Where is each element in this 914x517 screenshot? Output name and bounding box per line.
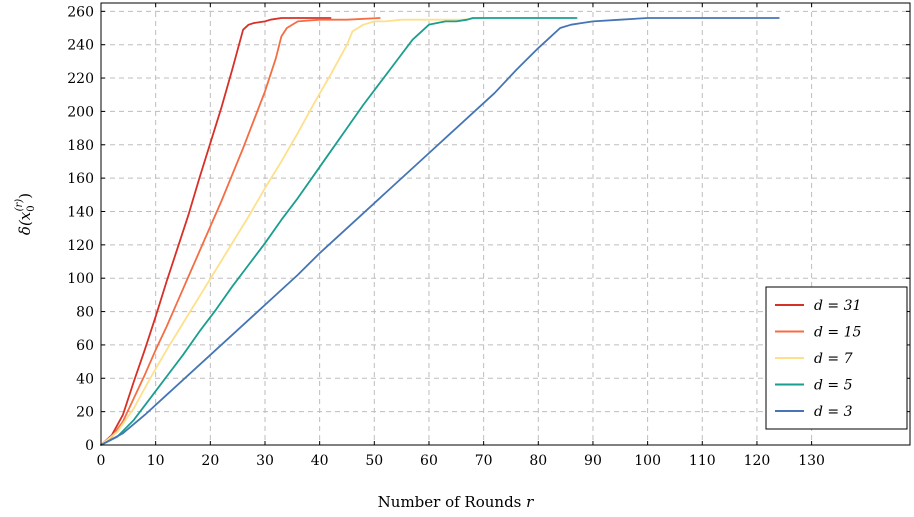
series-line-2 [100,17,485,446]
legend: d = 31 d = 15 d = 7 d = 5 d = 3 [765,286,908,430]
x-tick-label: 100 [634,453,661,469]
series-group [100,17,780,446]
y-tick-label: 60 [76,338,94,354]
y-tick-label: 80 [76,305,94,321]
x-tick-label: 60 [420,453,438,469]
x-axis-ticks: 0 10 20 30 40 50 60 70 80 90 100 110 120 130 [97,3,825,469]
legend-label: d = 7 [814,351,853,367]
series-line-4 [100,17,780,446]
x-axis-label: Number of Rounds r [378,493,535,511]
legend-label: d = 31 [814,298,861,314]
legend-label: d = 15 [814,325,862,341]
y-tick-label: 200 [67,104,94,120]
series-line-3 [100,17,578,446]
y-tick-label: 180 [67,138,94,154]
y-axis-ticks: 0 20 40 60 80 100 120 140 160 180 200 220 240 260 [67,4,910,454]
y-axis-label: δ(x0(r)) [14,193,37,235]
x-tick-label: 20 [201,453,219,469]
y-tick-label: 40 [76,371,94,387]
series-line-1 [100,17,381,446]
grid [101,3,910,445]
x-tick-label: 120 [744,453,771,469]
y-tick-label: 100 [67,271,94,287]
x-tick-label: 70 [475,453,493,469]
x-tick-label: 50 [365,453,383,469]
y-tick-label: 220 [67,71,94,87]
legend-label: d = 3 [814,404,853,420]
y-tick-label: 20 [76,405,94,421]
series-line-0 [100,17,332,446]
y-tick-label: 120 [67,238,94,254]
x-tick-label: 10 [147,453,165,469]
x-tick-label: 80 [529,453,547,469]
x-tick-label: 0 [97,453,106,469]
x-tick-label: 30 [256,453,274,469]
y-tick-label: 160 [67,171,94,187]
x-tick-label: 110 [689,453,716,469]
x-tick-label: 130 [798,453,825,469]
y-tick-label: 140 [67,204,94,220]
x-tick-label: 90 [584,453,602,469]
legend-label: d = 5 [814,378,853,394]
y-tick-label: 0 [85,438,94,454]
y-tick-label: 240 [67,38,94,54]
y-tick-label: 260 [67,4,94,20]
plot-frame [100,2,911,446]
x-tick-label: 40 [311,453,329,469]
